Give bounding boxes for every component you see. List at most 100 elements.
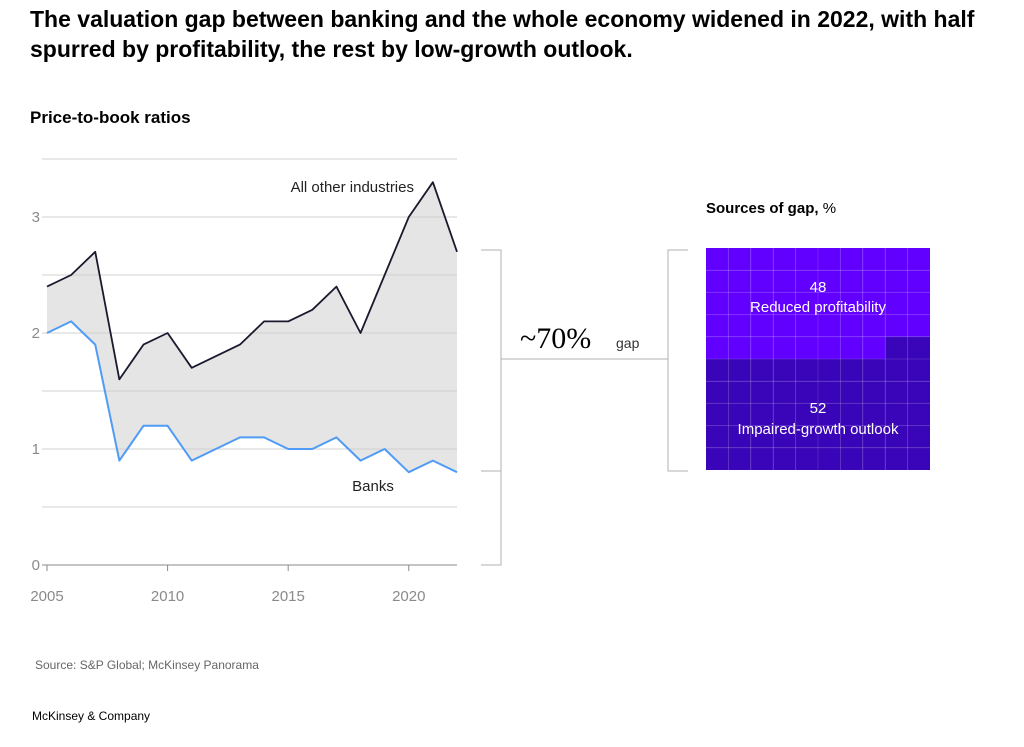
growth-cell <box>706 447 729 470</box>
profitability-cell <box>818 270 841 293</box>
right-bracket <box>667 249 688 472</box>
profitability-cell <box>728 292 751 315</box>
profitability-cell <box>706 248 729 271</box>
profitability-cell <box>728 248 751 271</box>
growth-cell <box>728 447 751 470</box>
source-note: Source: S&P Global; McKinsey Panorama <box>35 658 259 672</box>
profitability-cell <box>773 248 796 271</box>
y-tick-label: 2 <box>32 325 40 342</box>
other-industries-line <box>46 181 458 381</box>
growth-cell <box>706 403 729 426</box>
gap-area <box>47 182 457 473</box>
profitability-cell <box>795 314 818 337</box>
gap-value: ~70% <box>520 322 591 355</box>
profitability-cell <box>795 248 818 271</box>
growth-cell <box>840 447 863 470</box>
profitability-cell <box>706 314 729 337</box>
profitability-cell <box>907 314 930 337</box>
profitability-cell <box>818 314 841 337</box>
growth-cell <box>728 425 751 448</box>
y-tick-label: 3 <box>32 209 40 226</box>
growth-cell <box>840 425 863 448</box>
growth-cell <box>706 381 729 404</box>
profitability-cell <box>773 314 796 337</box>
profitability-value: 48 <box>810 279 827 296</box>
profitability-cell <box>862 314 886 337</box>
profitability-cell <box>750 314 774 337</box>
gridlines <box>42 158 457 508</box>
gap-word: gap <box>616 335 640 351</box>
growth-cell <box>907 403 930 426</box>
profitability-cell <box>728 336 751 359</box>
growth-cell <box>773 447 796 470</box>
series-labels: All other industries Banks <box>291 179 414 495</box>
gap-bracket: ~70% gap <box>481 249 688 566</box>
growth-cell <box>773 359 796 382</box>
gap-sources-title: Sources of gap, % <box>706 200 836 217</box>
growth-cell <box>885 403 908 426</box>
profitability-cell <box>818 248 841 271</box>
growth-cell <box>862 425 886 448</box>
profitability-cell <box>795 270 818 293</box>
growth-cell <box>795 447 818 470</box>
profitability-cell <box>706 292 729 315</box>
growth-cell <box>862 381 886 404</box>
growth-cell <box>885 425 908 448</box>
profitability-cell <box>728 270 751 293</box>
growth-cell <box>907 425 930 448</box>
x-tick-label: 2015 <box>271 588 304 605</box>
profitability-cell <box>795 292 818 315</box>
growth-cell <box>862 447 886 470</box>
growth-cell <box>818 381 841 404</box>
x-tick-label: 2020 <box>392 588 425 605</box>
growth-cell <box>840 403 863 426</box>
profitability-cell <box>750 292 774 315</box>
growth-cell <box>818 359 841 382</box>
gap-sources-title-unit: % <box>822 200 837 217</box>
profitability-cell <box>885 292 908 315</box>
growth-cell <box>706 425 729 448</box>
growth-cell <box>773 425 796 448</box>
growth-cell <box>885 381 908 404</box>
profitability-cell <box>728 314 751 337</box>
growth-cell <box>840 381 863 404</box>
growth-cell <box>840 359 863 382</box>
profitability-cell <box>907 248 930 271</box>
chart-subtitle: Price-to-book ratios <box>30 108 191 127</box>
profitability-cell <box>907 270 930 293</box>
growth-cell <box>885 336 908 359</box>
series-lines <box>46 181 458 474</box>
growth-cell <box>795 381 818 404</box>
profitability-cell <box>818 336 841 359</box>
growth-cell <box>818 425 841 448</box>
company-credit: McKinsey & Company <box>32 709 151 723</box>
growth-cell <box>750 381 774 404</box>
profitability-cell <box>773 292 796 315</box>
x-tick-label: 2005 <box>30 588 63 605</box>
growth-cell <box>907 336 930 359</box>
growth-cell <box>728 403 751 426</box>
growth-cell <box>750 447 774 470</box>
profitability-cell <box>907 292 930 315</box>
profitability-cell <box>840 314 863 337</box>
growth-cell <box>795 403 818 426</box>
growth-cell <box>885 447 908 470</box>
profitability-cell <box>885 248 908 271</box>
growth-cell <box>795 425 818 448</box>
growth-cell <box>907 447 930 470</box>
banks-label: Banks <box>352 478 394 495</box>
growth-cell <box>907 359 930 382</box>
growth-cell <box>750 425 774 448</box>
other-industries-label: All other industries <box>291 179 414 196</box>
profitability-cell <box>885 314 908 337</box>
profitability-cell <box>862 248 886 271</box>
growth-cell <box>862 359 886 382</box>
profitability-cell <box>862 336 886 359</box>
profitability-cell <box>706 336 729 359</box>
growth-cell <box>773 403 796 426</box>
profitability-cell <box>840 248 863 271</box>
growth-cell <box>728 359 751 382</box>
x-tick-label: 2010 <box>151 588 184 605</box>
profitability-cell <box>840 336 863 359</box>
